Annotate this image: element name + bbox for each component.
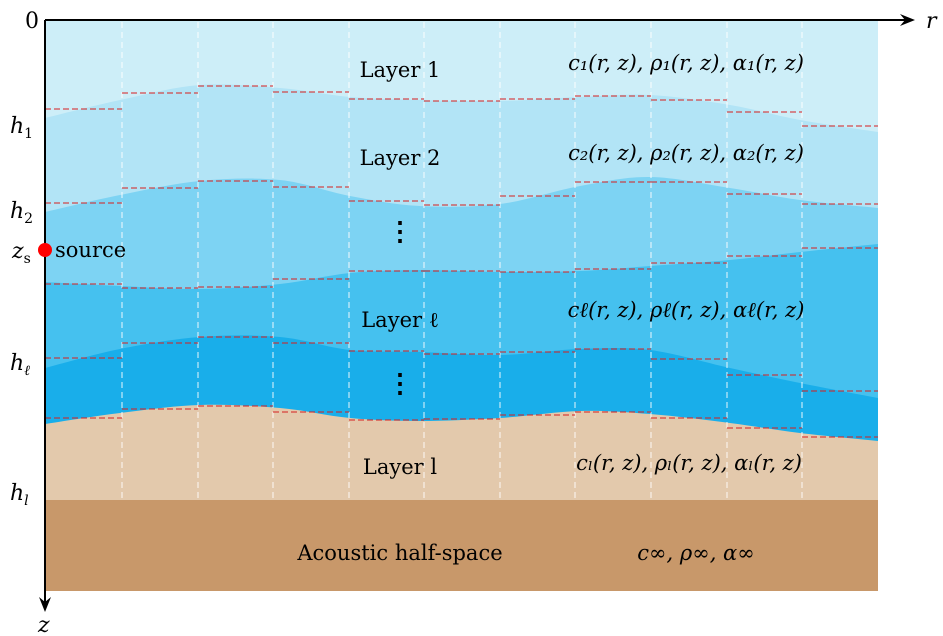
layer-ell-label: Layer ℓ <box>361 308 439 332</box>
z-axis-arrowhead <box>39 597 51 612</box>
z-axis-label: z <box>37 613 50 636</box>
layer-1-params: c₁(r, z), ρ₁(r, z), α₁(r, z) <box>568 51 804 75</box>
layer-2-params: c₂(r, z), ρ₂(r, z), α₂(r, z) <box>568 141 804 165</box>
r-axis-arrowhead <box>900 14 915 26</box>
depth-label-h-ell: hℓ <box>10 351 30 379</box>
r-axis-label: r <box>926 9 938 34</box>
depth-label-h1: h1 <box>10 114 33 142</box>
half-space-fill <box>45 500 878 591</box>
ellipsis-lower: ⋮ <box>387 369 413 399</box>
ellipsis-upper: ⋮ <box>387 217 413 247</box>
layer-fills <box>45 20 878 591</box>
source-depth-label: zs <box>11 239 31 267</box>
staircase-approximations <box>45 85 878 438</box>
depth-label-h2: h2 <box>10 199 33 227</box>
layer-1-label: Layer 1 <box>360 58 441 82</box>
source-marker <box>38 243 52 257</box>
layer-l-label: Layer l <box>363 455 437 479</box>
half-space-label: Acoustic half-space <box>296 541 502 565</box>
layer-l-params: cₗ(r, z), ρₗ(r, z), αₗ(r, z) <box>576 451 802 475</box>
layer-l-fill <box>45 404 878 500</box>
origin-label: 0 <box>25 9 39 34</box>
half-space-params: c∞, ρ∞, α∞ <box>637 541 754 565</box>
depth-label-hl: hl <box>10 481 29 509</box>
layer-ell-params: cℓ(r, z), ρℓ(r, z), αℓ(r, z) <box>568 298 805 322</box>
layer-2-label: Layer 2 <box>360 146 441 170</box>
source-label: source <box>55 238 126 262</box>
axes <box>44 19 905 604</box>
